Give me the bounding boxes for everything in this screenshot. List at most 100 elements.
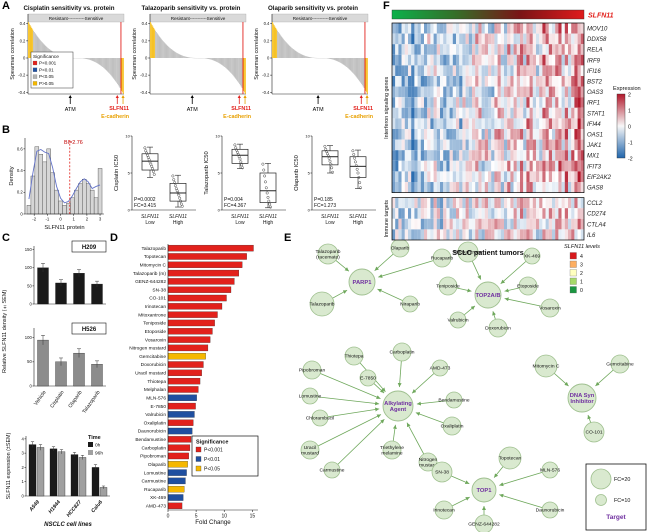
svg-text:0: 0 bbox=[29, 383, 32, 388]
svg-text:-0.2: -0.2 bbox=[140, 73, 148, 78]
svg-text:100: 100 bbox=[25, 265, 33, 270]
svg-text:SLFN11: SLFN11 bbox=[353, 106, 373, 112]
svg-text:Spearman correlation: Spearman correlation bbox=[254, 28, 260, 80]
svg-text:Uracil: Uracil bbox=[304, 445, 317, 451]
svg-text:Valrubicin: Valrubicin bbox=[447, 318, 468, 324]
panel-c-shared-ylabel: Relative SLFN11 density (±SEM) bbox=[2, 289, 8, 373]
svg-text:Carboplatin: Carboplatin bbox=[141, 445, 166, 451]
svg-text:Spearman correlation: Spearman correlation bbox=[10, 28, 16, 80]
svg-text:Daunorubicin: Daunorubicin bbox=[536, 508, 565, 514]
svg-text:SLFN11: SLFN11 bbox=[109, 106, 129, 112]
svg-text:Carmustine: Carmustine bbox=[141, 479, 166, 485]
svg-text:Significance: Significance bbox=[196, 440, 228, 446]
svg-text:0.4: 0.4 bbox=[264, 21, 270, 26]
svg-text:Oxaliplatin: Oxaliplatin bbox=[144, 420, 167, 426]
svg-text:Resistant-----------Sensitive: Resistant-----------Sensitive bbox=[293, 16, 348, 21]
svg-text:P<0.05: P<0.05 bbox=[204, 466, 220, 472]
svg-text:0: 0 bbox=[128, 207, 131, 212]
svg-text:3: 3 bbox=[580, 263, 583, 269]
svg-text:Etoposide: Etoposide bbox=[145, 329, 167, 335]
svg-text:5: 5 bbox=[128, 170, 131, 175]
svg-text:E-cadherin: E-cadherin bbox=[223, 114, 251, 120]
svg-text:0: 0 bbox=[308, 207, 311, 212]
svg-text:Spearman correlation: Spearman correlation bbox=[132, 28, 138, 80]
svg-text:DDX58: DDX58 bbox=[587, 37, 607, 43]
svg-text:PARP1: PARP1 bbox=[353, 280, 373, 286]
svg-text:Mitoxantrone: Mitoxantrone bbox=[138, 312, 166, 318]
svg-text:Olaparib IC50: Olaparib IC50 bbox=[294, 155, 300, 191]
svg-text:A549: A549 bbox=[28, 499, 41, 513]
svg-text:Oxaliplatin: Oxaliplatin bbox=[441, 424, 464, 430]
svg-text:P=0.185: P=0.185 bbox=[314, 197, 333, 203]
svg-text:GENZ-644282: GENZ-644282 bbox=[468, 522, 500, 528]
svg-text:-0.2: -0.2 bbox=[262, 73, 270, 78]
svg-text:0.4: 0.4 bbox=[142, 21, 148, 26]
svg-text:1: 1 bbox=[73, 217, 76, 222]
svg-text:ATM: ATM bbox=[313, 107, 324, 113]
svg-text:BI=2.76: BI=2.76 bbox=[64, 140, 83, 146]
svg-text:Etoposide: Etoposide bbox=[517, 284, 539, 290]
panel-a-cisplatin-waterfall-chart: Cisplatin sensitivity vs. protein Resista… bbox=[10, 5, 129, 120]
svg-text:SLFN11 protein: SLFN11 protein bbox=[44, 225, 84, 231]
svg-text:0.2: 0.2 bbox=[264, 38, 270, 43]
svg-text:OAS1: OAS1 bbox=[587, 133, 603, 139]
svg-text:Vosaroxin: Vosaroxin bbox=[539, 306, 561, 312]
svg-text:4: 4 bbox=[580, 254, 583, 260]
svg-text:melamine: melamine bbox=[381, 450, 402, 456]
svg-text:IL6: IL6 bbox=[587, 233, 596, 239]
panel-label-c: C bbox=[2, 232, 10, 244]
svg-text:Rucaparib: Rucaparib bbox=[144, 487, 166, 493]
svg-text:0.2: 0.2 bbox=[17, 190, 24, 195]
svg-text:3: 3 bbox=[99, 217, 102, 222]
svg-text:P<0.001: P<0.001 bbox=[204, 447, 223, 453]
svg-text:50: 50 bbox=[27, 283, 32, 288]
svg-text:Talazoparib (m): Talazoparib (m) bbox=[133, 271, 166, 277]
svg-text:ATM: ATM bbox=[65, 107, 76, 113]
svg-text:SLFN11: SLFN11 bbox=[231, 106, 251, 112]
svg-text:mustard: mustard bbox=[301, 450, 319, 456]
svg-text:0: 0 bbox=[145, 56, 148, 61]
svg-text:Fold Change: Fold Change bbox=[195, 519, 231, 526]
svg-text:0.2: 0.2 bbox=[142, 38, 148, 43]
panel-b-cisplatin-boxplot: 0510SLFN11LowSLFN11HighP=0.0002FC=3.415C… bbox=[114, 133, 196, 226]
svg-text:0.4: 0.4 bbox=[17, 168, 24, 173]
svg-text:-0.2: -0.2 bbox=[18, 73, 26, 78]
svg-text:150: 150 bbox=[25, 247, 33, 252]
svg-text:P>0.05: P>0.05 bbox=[39, 81, 54, 86]
svg-text:IFIT3: IFIT3 bbox=[587, 164, 602, 170]
svg-text:SLFN11 levels: SLFN11 levels bbox=[564, 244, 600, 250]
svg-text:96h: 96h bbox=[95, 450, 103, 456]
svg-text:Nitrogen mustard: Nitrogen mustard bbox=[129, 346, 166, 352]
svg-text:Time: Time bbox=[88, 435, 101, 441]
svg-text:SN-38: SN-38 bbox=[435, 470, 449, 476]
svg-text:Talazoparib: Talazoparib bbox=[82, 390, 102, 415]
svg-text:SLFN11: SLFN11 bbox=[349, 214, 367, 220]
svg-text:CTLA4: CTLA4 bbox=[587, 222, 606, 228]
panel-label-e: E bbox=[284, 232, 292, 244]
svg-text:FC=10: FC=10 bbox=[614, 498, 630, 504]
svg-text:SLFN11 expression (±SEM): SLFN11 expression (±SEM) bbox=[6, 432, 12, 499]
panel-b-slfn11-histogram: BI=2.76 -2 -1 0 1 2 3 0 0.2 0.4 0.6 SLFN11 protein D… bbox=[9, 138, 104, 231]
svg-text:Lomustine: Lomustine bbox=[144, 470, 166, 476]
svg-text:Doxorubicin: Doxorubicin bbox=[141, 362, 167, 368]
svg-text:5: 5 bbox=[308, 170, 311, 175]
svg-text:Cisplatin sensitivity vs. prot: Cisplatin sensitivity vs. protein bbox=[23, 5, 114, 12]
svg-text:E-cadherin: E-cadherin bbox=[101, 114, 129, 120]
svg-text:Talazoparib: Talazoparib bbox=[141, 246, 166, 252]
svg-text:Nitrogen: Nitrogen bbox=[419, 457, 438, 463]
svg-text:Carboplatin: Carboplatin bbox=[389, 350, 414, 356]
svg-text:SLFN11: SLFN11 bbox=[259, 214, 277, 220]
svg-text:Vehicle: Vehicle bbox=[33, 390, 48, 407]
svg-text:DNA Syn: DNA Syn bbox=[570, 393, 595, 399]
svg-text:0: 0 bbox=[628, 125, 631, 131]
svg-text:High: High bbox=[173, 220, 184, 226]
svg-text:Teniposide: Teniposide bbox=[436, 284, 460, 290]
svg-text:Pipobroman: Pipobroman bbox=[299, 368, 326, 374]
svg-text:Inhibitor: Inhibitor bbox=[570, 399, 594, 405]
svg-text:Gemcitabine: Gemcitabine bbox=[139, 354, 166, 360]
svg-text:Pipobroman: Pipobroman bbox=[140, 454, 166, 460]
svg-text:Topotecan: Topotecan bbox=[499, 456, 522, 462]
svg-text:-1: -1 bbox=[628, 141, 633, 147]
svg-text:Calu6: Calu6 bbox=[90, 499, 104, 514]
